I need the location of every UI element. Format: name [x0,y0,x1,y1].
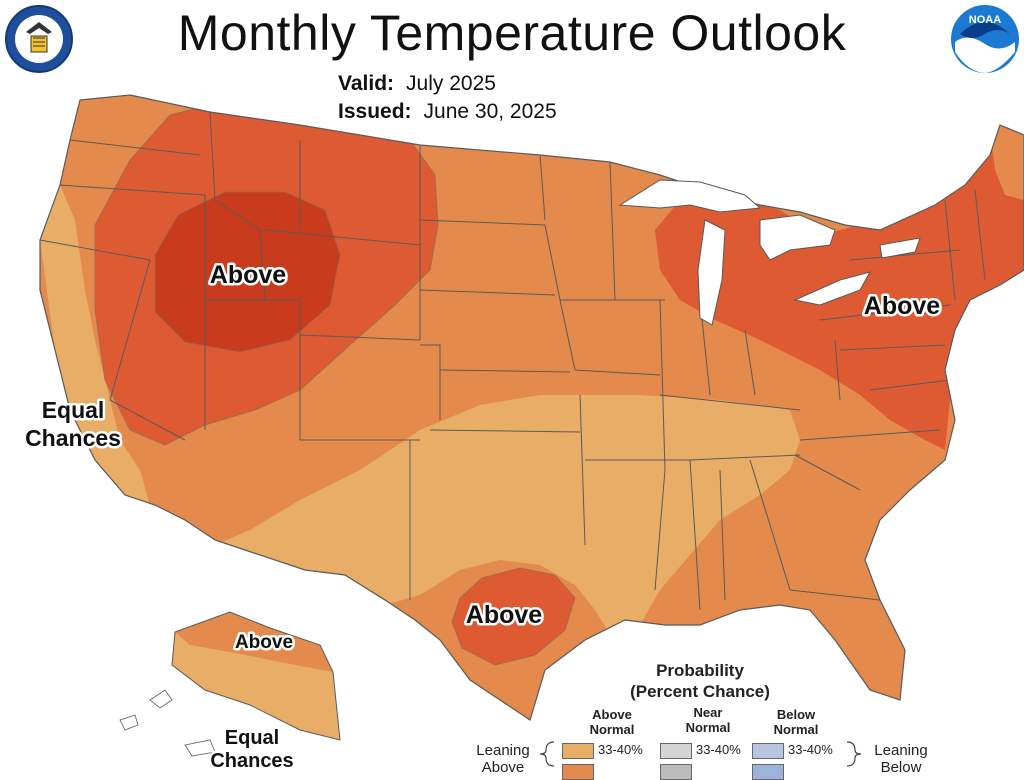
legend-above-value: 33-40% [598,742,643,757]
issued-line: Issued: June 30, 2025 [338,100,557,124]
legend-col-above: Above Normal [589,707,635,737]
noaa-logo-text: NOAA [969,14,1001,26]
legend-col-below: Below Normal [773,707,819,737]
alaska-outline [171,611,341,741]
alaska-above-label: Above [235,632,293,653]
legend-title: Probability (Percent Chance) [590,660,810,702]
alaska-equal-label: Equal [225,727,279,749]
legend-above-33-40-swatch [562,742,594,759]
above-33-40-southern-region [215,395,800,635]
commerce-seal-icon [5,5,73,73]
valid-line: Valid: July 2025 [338,72,496,96]
legend-right-brace-icon [846,741,862,767]
legend-below-value: 33-40% [788,742,833,757]
noaa-logo-icon: NOAA [951,5,1019,73]
above-50-60-texas-region [452,568,575,665]
legend-title-line2: (Percent Chance) [630,682,770,701]
west-chances-label: Chances [25,425,121,451]
legend-below-next-swatch [752,763,784,780]
legend-near-33-40-swatch [660,742,692,759]
conus-outline [39,94,1024,721]
legend-leaning-above: Leaning Above [476,742,530,776]
legend-near-swatch-row: 33-40% [660,742,741,759]
equal-chances-west-coast-region [40,185,150,505]
issued-value: June 30, 2025 [423,100,557,123]
legend-above-next-swatch [562,763,594,780]
alaska-above-40-50-region [175,612,333,672]
valid-value: July 2025 [406,72,496,95]
legend-near-next-swatch [660,763,692,780]
legend-below-swatch-row: 33-40% [752,742,833,759]
west-equal-label: Equal [42,397,105,423]
legend-col-near: Near Normal [685,705,731,735]
above-60-70-northwest-core-region [155,192,340,352]
great-lakes [618,179,921,326]
valid-label: Valid: [338,72,395,95]
issued-label: Issued: [338,100,412,123]
page-title: Monthly Temperature Outlook [177,5,847,61]
legend-leaning-below: Leaning Below [874,742,928,776]
northeast-above-label: Above [864,292,941,320]
legend-left-brace-icon [539,741,555,767]
legend-near-value: 33-40% [696,742,741,757]
legend-title-line1: Probability [656,661,744,680]
northwest-above-label: Above [210,261,287,289]
legend-above-swatch-row: 33-40% [562,742,643,759]
state-borders [40,111,986,611]
legend-below-33-40-swatch [752,742,784,759]
alaska-chances-label: Chances [210,750,293,768]
texas-above-label: Above [466,601,543,629]
